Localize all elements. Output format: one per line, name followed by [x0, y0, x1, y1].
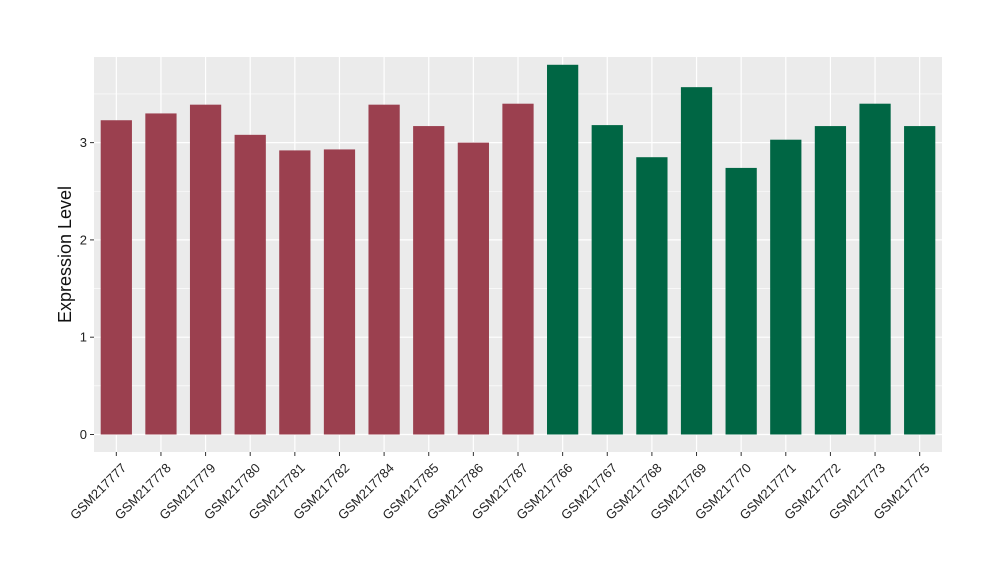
bar-GSM217770: [725, 167, 757, 435]
bar-GSM217784: [368, 104, 400, 435]
bar-GSM217775: [904, 126, 936, 435]
bar-GSM217787: [502, 103, 534, 435]
bar-GSM217771: [770, 139, 802, 435]
y-axis: 0 1 2 3: [80, 135, 94, 442]
bars: [100, 64, 936, 435]
x-axis: GSM217777GSM217778GSM217779GSM217780GSM2…: [67, 452, 933, 523]
bar-GSM217773: [859, 103, 891, 435]
bar-GSM217786: [457, 142, 489, 435]
bar-GSM217781: [279, 150, 311, 435]
bar-GSM217772: [814, 126, 847, 435]
bar-GSM217766: [547, 64, 579, 435]
y-tick-label: 3: [80, 135, 87, 150]
bar-GSM217777: [100, 120, 132, 435]
bar-GSM217785: [413, 126, 445, 435]
y-tick-label: 0: [80, 427, 87, 442]
bar-GSM217782: [323, 149, 356, 435]
y-axis-label: Expression Level: [55, 186, 75, 323]
bar-GSM217779: [189, 104, 222, 435]
bar-GSM217768: [636, 157, 668, 435]
y-tick-label: 1: [80, 330, 87, 345]
bar-GSM217767: [591, 125, 623, 435]
bar-GSM217778: [145, 113, 177, 435]
y-tick-label: 2: [80, 232, 87, 247]
bar-GSM217769: [680, 87, 713, 435]
bar-GSM217780: [234, 134, 266, 435]
